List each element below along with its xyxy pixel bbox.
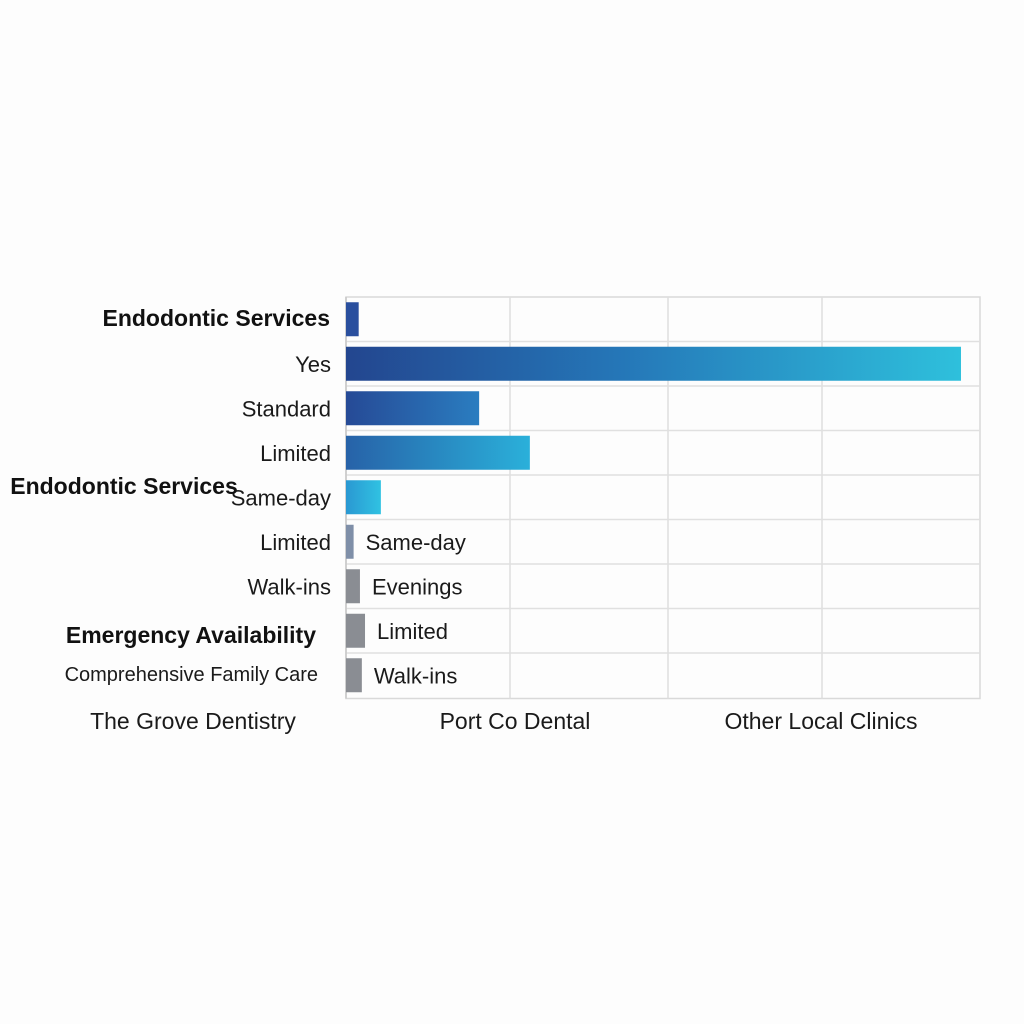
bar-5 bbox=[346, 524, 354, 559]
x-label-grove: The Grove Dentistry bbox=[90, 708, 296, 734]
row-label-5: Limited bbox=[260, 530, 331, 555]
x-label-other: Other Local Clinics bbox=[724, 708, 917, 734]
x-label-portco: Port Co Dental bbox=[440, 708, 591, 734]
bar-labels: Same-day Evenings Limited Walk-ins bbox=[366, 530, 466, 689]
row-label-6: Walk-ins bbox=[247, 574, 331, 599]
bar-label-8: Walk-ins bbox=[374, 663, 458, 688]
row-label-2: Standard bbox=[242, 396, 331, 421]
bar-label-6: Evenings bbox=[372, 574, 463, 599]
bar-6 bbox=[346, 569, 360, 604]
bar-3 bbox=[346, 435, 530, 470]
row-label-4: Same-day bbox=[231, 485, 331, 510]
x-axis-labels: The Grove Dentistry Port Co Dental Other… bbox=[90, 708, 917, 734]
bar-label-5: Same-day bbox=[366, 530, 466, 555]
row-labels: Yes Standard Limited Same-day Limited Walk-in… bbox=[231, 352, 331, 600]
row-label-3: Limited bbox=[260, 441, 331, 466]
group-label-family-care: Comprehensive Family Care bbox=[65, 664, 318, 686]
bar-label-7: Limited bbox=[377, 619, 448, 644]
bar-2 bbox=[346, 391, 480, 426]
bar-4 bbox=[346, 480, 381, 515]
group-label-emergency: Emergency Availability bbox=[66, 622, 316, 648]
bar-7 bbox=[346, 613, 366, 648]
bars bbox=[346, 302, 961, 693]
bar-1 bbox=[346, 346, 961, 381]
group-label-endodontic-side: Endodontic Services bbox=[10, 473, 238, 499]
row-label-1: Yes bbox=[295, 352, 331, 377]
group-label-endodontic-top: Endodontic Services bbox=[102, 305, 330, 331]
group-labels: Endodontic Services Endodontic Services … bbox=[10, 305, 330, 686]
bar-0 bbox=[346, 302, 359, 337]
bar-8 bbox=[346, 658, 362, 693]
